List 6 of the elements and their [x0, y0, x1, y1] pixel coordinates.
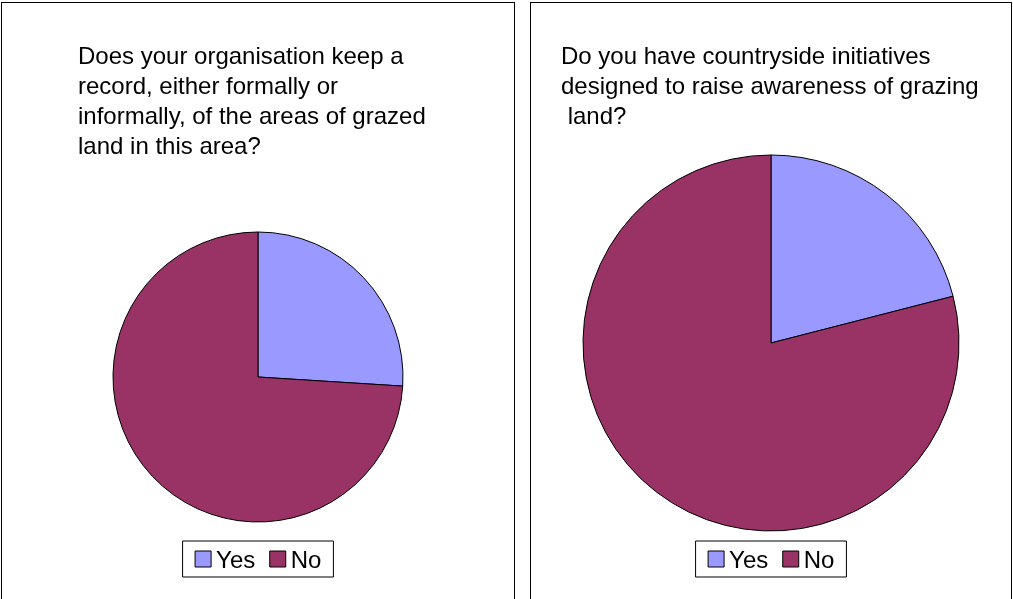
legend-label: No	[290, 545, 322, 573]
chart-title: Does your organisation keep a record, either formally or informally, of the areas of grazed land in this area?	[78, 41, 433, 159]
legend-label: Yes	[729, 545, 769, 573]
legend-label: No	[803, 545, 835, 573]
legend-label: Yes	[216, 545, 256, 573]
chart-title: Do you have countryside initiatives designed to raise awareness of grazing land?	[561, 41, 979, 129]
